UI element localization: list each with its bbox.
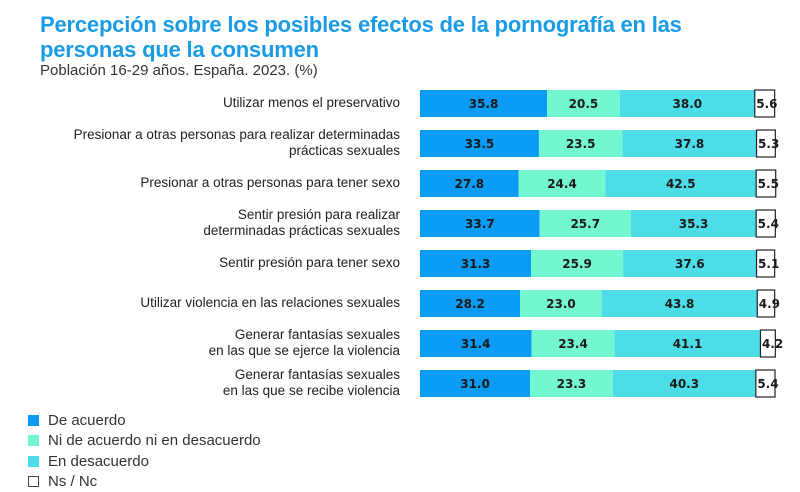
legend-item: Ni de acuerdo ni en desacuerdo <box>28 431 261 452</box>
data-label: 24.4 <box>547 177 577 191</box>
data-label: 4.9 <box>759 297 780 311</box>
legend-item: De acuerdo <box>28 410 261 431</box>
data-label: 23.5 <box>566 137 596 151</box>
data-label: 5.3 <box>758 137 779 151</box>
data-label: 37.8 <box>675 137 705 151</box>
legend: De acuerdo Ni de acuerdo ni en desacuerdo… <box>28 410 261 492</box>
data-label: 23.3 <box>557 377 587 391</box>
legend-item: En desacuerdo <box>28 451 261 472</box>
data-label: 42.5 <box>666 177 696 191</box>
data-label: 5.4 <box>758 217 779 231</box>
data-label: 31.4 <box>461 337 491 351</box>
data-label: 40.3 <box>669 377 699 391</box>
data-label: 23.0 <box>546 297 576 311</box>
data-label: 35.3 <box>679 217 709 231</box>
data-label: 31.0 <box>460 377 490 391</box>
legend-swatch <box>28 456 39 467</box>
data-label: 35.8 <box>469 97 499 111</box>
data-label: 37.6 <box>675 257 705 271</box>
legend-label: Ni de acuerdo ni en desacuerdo <box>48 432 261 449</box>
data-label: 20.5 <box>569 97 599 111</box>
data-label: 5.5 <box>758 177 779 191</box>
data-label: 33.7 <box>465 217 495 231</box>
data-label: 27.8 <box>455 177 485 191</box>
legend-swatch <box>28 476 39 487</box>
legend-label: De acuerdo <box>48 412 126 429</box>
data-label: 25.9 <box>562 257 592 271</box>
data-label: 43.8 <box>665 297 695 311</box>
legend-label: Ns / Nc <box>48 473 97 490</box>
data-label: 28.2 <box>455 297 485 311</box>
legend-label: En desacuerdo <box>48 453 149 470</box>
data-label: 31.3 <box>461 257 491 271</box>
data-label: 41.1 <box>673 337 703 351</box>
data-label: 5.4 <box>757 377 778 391</box>
data-label: 38.0 <box>673 97 703 111</box>
data-label: 5.1 <box>758 257 779 271</box>
data-label: 25.7 <box>570 217 600 231</box>
data-label: 4.2 <box>762 337 783 351</box>
legend-swatch <box>28 435 39 446</box>
legend-swatch <box>28 415 39 426</box>
legend-item: Ns / Nc <box>28 472 261 492</box>
data-label: 23.4 <box>558 337 588 351</box>
data-label: 33.5 <box>465 137 495 151</box>
data-label: 5.6 <box>756 97 777 111</box>
